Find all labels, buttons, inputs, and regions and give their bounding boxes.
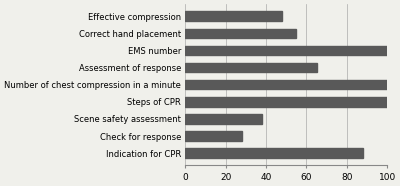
Bar xyxy=(185,12,282,21)
Bar xyxy=(185,97,387,107)
Bar xyxy=(185,63,316,72)
Bar xyxy=(185,114,262,124)
Bar xyxy=(185,46,387,55)
Bar xyxy=(185,80,387,89)
Bar xyxy=(185,29,296,38)
Bar xyxy=(185,148,363,158)
Bar xyxy=(185,131,242,141)
